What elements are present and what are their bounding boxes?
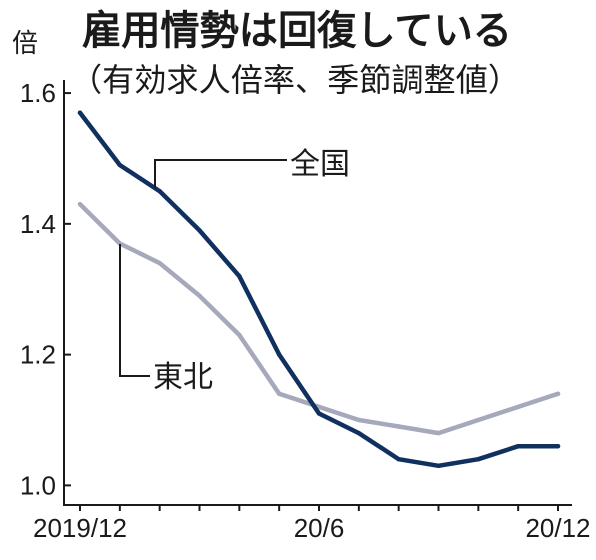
series-2-point — [77, 202, 83, 207]
series-1-point — [157, 189, 162, 194]
y-tick-label: 1.2 — [20, 340, 56, 370]
series-2-point — [277, 391, 282, 396]
y-tick-label: 1.6 — [20, 78, 56, 108]
series-label: 全国 — [290, 147, 350, 182]
series-2-point — [555, 391, 561, 396]
series-leader-line — [119, 244, 150, 377]
series-1-point — [237, 274, 242, 279]
chart-subtitle: （有効求人倍率、季節調整値） — [70, 61, 520, 99]
series-leader-line — [154, 159, 287, 188]
series-1-point — [316, 411, 322, 416]
x-tick-label: 20/12 — [525, 513, 590, 543]
series-1-point — [476, 457, 481, 462]
series-line-2 — [77, 201, 561, 436]
plot-series — [77, 110, 561, 469]
series-2-point — [356, 417, 361, 423]
y-tick-label: 1.0 — [20, 470, 56, 500]
series-2-point — [157, 260, 162, 266]
series-1-point — [516, 444, 521, 449]
series-1-point — [356, 430, 361, 436]
x-axis-ticks: 2019/12 20/6 20/12 — [33, 505, 591, 543]
series-2-point — [237, 332, 242, 338]
series-1 — [77, 110, 561, 469]
series-1-point — [277, 352, 282, 357]
series-1-point — [197, 228, 202, 233]
x-tick-label: 20/6 — [294, 513, 345, 543]
series-1-point — [555, 444, 561, 449]
series-1-point — [436, 463, 441, 468]
y-tick-label: 1.4 — [20, 209, 56, 239]
series-1-point — [77, 110, 83, 115]
series-2-point — [476, 417, 481, 423]
chart-title: 雇用情勢は回復している — [82, 8, 512, 54]
series-1-point — [396, 457, 401, 462]
x-tick-label: 2019/12 — [33, 513, 127, 543]
y-axis-unit: 倍 — [12, 29, 38, 59]
series-2-point — [436, 430, 441, 436]
series-2-point — [197, 293, 202, 298]
series-1-point — [117, 162, 123, 168]
series-2 — [77, 201, 561, 436]
series-2-point — [396, 424, 401, 429]
series-label: 東北 — [153, 360, 213, 395]
y-axis-ticks: 1.6 1.4 1.2 1.0 — [20, 78, 71, 500]
series-2-point — [516, 404, 521, 410]
